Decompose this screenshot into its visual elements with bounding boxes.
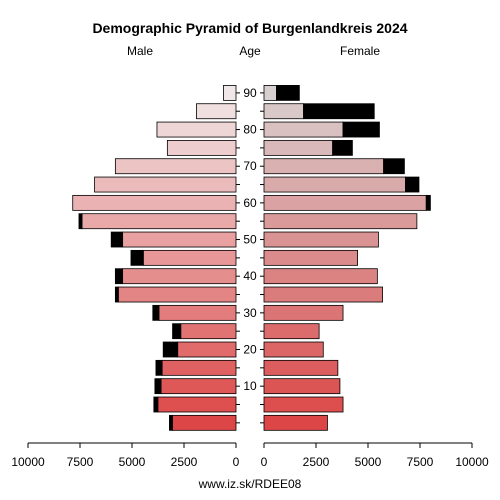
female-excess-bar-65-69 <box>405 176 420 193</box>
male-bar-15-19 <box>161 359 237 376</box>
female-bar-0-4 <box>263 414 328 431</box>
female-excess-bar-75-79 <box>332 139 353 156</box>
age-tick-label-80: 80 <box>243 123 257 137</box>
male-bar-5-9 <box>157 396 237 413</box>
female-bar-30-34 <box>263 304 344 321</box>
female-x-tick-label-5000: 5000 <box>355 455 382 469</box>
male-bar-80-84 <box>156 121 237 138</box>
male-excess-bar-20-24 <box>162 341 179 358</box>
female-bar-40-44 <box>263 268 378 285</box>
female-x-tick-label-2500: 2500 <box>303 455 330 469</box>
female-bar-20-24 <box>263 341 324 358</box>
male-x-tick-label-2500: 2500 <box>171 455 198 469</box>
male-bar-55-59 <box>81 213 237 230</box>
female-bar-55-59 <box>263 213 418 230</box>
female-bar-75-79 <box>263 139 334 156</box>
male-bar-40-44 <box>122 268 237 285</box>
male-bar-30-34 <box>158 304 237 321</box>
female-bar-35-39 <box>263 286 383 303</box>
male-bar-45-49 <box>143 249 237 266</box>
female-excess-bar-70-74 <box>383 158 405 175</box>
male-x-tick-label-10000: 10000 <box>11 455 45 469</box>
female-bar-70-74 <box>263 158 384 175</box>
age-tick-label-10: 10 <box>243 379 257 393</box>
male-bar-85-89 <box>196 103 237 120</box>
female-excess-bar-90+ <box>276 84 300 101</box>
female-bar-65-69 <box>263 176 406 193</box>
male-bar-70-74 <box>114 158 237 175</box>
female-x-tick-label-7500: 7500 <box>407 455 434 469</box>
female-bar-60-64 <box>263 194 427 211</box>
male-excess-bar-50-54 <box>110 231 124 248</box>
male-excess-bar-40-44 <box>114 268 124 285</box>
female-bar-5-9 <box>263 396 344 413</box>
age-label: Age <box>239 44 261 58</box>
female-bar-50-54 <box>263 231 379 248</box>
female-excess-bar-80-84 <box>342 121 380 138</box>
male-label: Male <box>127 44 153 58</box>
male-bar-65-69 <box>94 176 237 193</box>
male-bar-20-24 <box>177 341 237 358</box>
female-bar-45-49 <box>263 249 358 266</box>
male-bar-25-29 <box>180 323 237 340</box>
male-bar-90+ <box>223 84 237 101</box>
age-tick-label-30: 30 <box>243 306 257 320</box>
age-tick-label-40: 40 <box>243 269 257 283</box>
female-bar-80-84 <box>263 121 344 138</box>
male-excess-bar-35-39 <box>114 286 119 303</box>
female-x-tick-label-0: 0 <box>261 455 268 469</box>
axes-layer: 10 20 30 40 50 60 70 80 90 10000 7500 5000 2500 0 0 250… <box>11 86 489 469</box>
male-bar-0-4 <box>172 414 237 431</box>
male-x-tick-label-7500: 7500 <box>67 455 94 469</box>
bars-layer <box>72 84 431 431</box>
male-bar-60-64 <box>72 194 237 211</box>
female-bar-85-89 <box>263 103 304 120</box>
age-tick-label-70: 70 <box>243 159 257 173</box>
male-excess-bar-25-29 <box>172 323 182 340</box>
male-bar-10-14 <box>160 378 237 395</box>
female-label: Female <box>340 44 380 58</box>
female-bar-15-19 <box>263 359 339 376</box>
male-x-tick-label-5000: 5000 <box>119 455 146 469</box>
footer-source: www.iz.sk/RDEE08 <box>198 477 302 491</box>
male-bar-35-39 <box>118 286 237 303</box>
male-excess-bar-0-4 <box>169 414 173 431</box>
male-excess-bar-30-34 <box>152 304 160 321</box>
male-excess-bar-10-14 <box>154 378 162 395</box>
male-excess-bar-15-19 <box>155 359 163 376</box>
male-x-tick-label-0: 0 <box>233 455 240 469</box>
male-excess-bar-45-49 <box>130 249 144 266</box>
female-x-tick-label-10000: 10000 <box>455 455 489 469</box>
female-bar-90+ <box>263 84 277 101</box>
male-bar-75-79 <box>166 139 237 156</box>
female-bar-10-14 <box>263 378 341 395</box>
chart-title: Demographic Pyramid of Burgenlandkreis 2… <box>92 20 407 36</box>
female-bar-25-29 <box>263 323 320 340</box>
male-bar-50-54 <box>122 231 237 248</box>
male-excess-bar-55-59 <box>78 213 83 230</box>
age-tick-label-50: 50 <box>243 233 257 247</box>
female-excess-bar-60-64 <box>425 194 431 211</box>
age-tick-label-90: 90 <box>243 86 257 100</box>
age-tick-label-20: 20 <box>243 343 257 357</box>
male-excess-bar-5-9 <box>153 396 159 413</box>
female-excess-bar-85-89 <box>303 103 375 120</box>
age-tick-label-60: 60 <box>243 196 257 210</box>
